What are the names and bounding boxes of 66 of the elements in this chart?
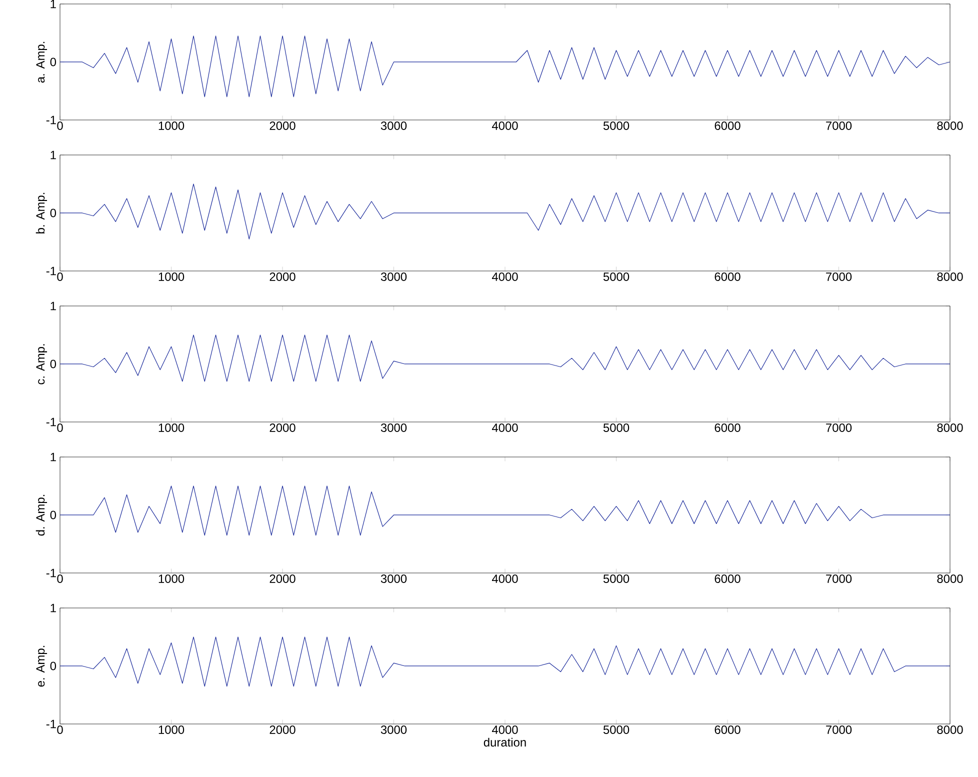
y-tick-label: 0: [50, 208, 56, 218]
x-tick-label: 7000: [826, 122, 852, 130]
y-tick-label: 1: [50, 452, 56, 462]
y-axis-title: c. Amp.: [36, 344, 48, 384]
y-tick-label: -1: [46, 116, 56, 124]
y-axis-title: a. Amp.: [36, 42, 48, 83]
y-tick-label: -1: [46, 568, 56, 578]
x-tick-label: 2000: [270, 574, 296, 583]
x-tick-label: 7000: [826, 272, 852, 281]
x-tick-label: 5000: [603, 726, 630, 734]
x-tick-label: 2000: [270, 122, 296, 130]
x-tick-label: 6000: [714, 574, 740, 583]
x-tick-label: 6000: [714, 122, 740, 130]
y-tick-label: 1: [50, 0, 56, 8]
x-tick-label: 4000: [492, 424, 518, 432]
x-tick-label: 1000: [158, 424, 184, 432]
x-tick-label: 6000: [714, 272, 740, 281]
x-tick-label: 8000: [937, 574, 963, 583]
x-tick-label: 2000: [270, 272, 296, 281]
x-tick-label: 0: [57, 272, 63, 281]
x-tick-label: 1000: [158, 122, 184, 130]
x-tick-label: 5000: [603, 424, 630, 432]
x-tick-label: 3000: [380, 424, 407, 432]
x-tick-label: 1000: [158, 726, 184, 734]
x-tick-label: 5000: [603, 574, 630, 583]
x-tick-label: 8000: [937, 726, 963, 734]
x-tick-label: 2000: [270, 424, 296, 432]
y-tick-label: 1: [50, 302, 56, 310]
x-tick-label: 4000: [492, 122, 518, 130]
x-tick-label: 8000: [937, 122, 963, 130]
y-tick-label: 0: [50, 510, 56, 520]
x-tick-label: 1000: [158, 574, 184, 583]
y-axis-title: d. Amp.: [36, 494, 48, 536]
y-tick-label: -1: [46, 266, 56, 276]
x-tick-label: 0: [57, 424, 63, 432]
y-axis-title: e. Amp.: [36, 646, 48, 687]
x-tick-label: 4000: [492, 574, 518, 583]
y-tick-label: 0: [50, 360, 56, 368]
y-tick-label: 1: [50, 150, 56, 160]
x-tick-label: 7000: [826, 726, 852, 734]
x-tick-label: 7000: [826, 424, 852, 432]
y-tick-label: -1: [46, 418, 56, 426]
x-tick-label: 3000: [380, 574, 407, 583]
x-tick-label: 7000: [826, 574, 852, 583]
x-tick-label: 6000: [714, 726, 740, 734]
x-tick-label: 5000: [603, 272, 630, 281]
x-tick-label: 0: [57, 574, 63, 583]
y-tick-label: -1: [46, 720, 56, 728]
x-tick-label: 0: [57, 122, 63, 130]
y-tick-label: 1: [50, 604, 56, 612]
x-axis-title: duration: [484, 738, 526, 747]
x-tick-label: 2000: [270, 726, 296, 734]
x-tick-label: 5000: [603, 122, 630, 130]
y-axis-title: b. Amp.: [36, 192, 48, 234]
x-tick-label: 1000: [158, 272, 184, 281]
x-tick-label: 8000: [937, 272, 963, 281]
x-tick-label: 3000: [380, 122, 407, 130]
x-tick-label: 4000: [492, 272, 518, 281]
x-tick-label: 8000: [937, 424, 963, 432]
y-tick-label: 0: [50, 662, 56, 670]
y-tick-label: 0: [50, 58, 56, 66]
x-tick-label: 3000: [380, 272, 407, 281]
x-tick-label: 0: [57, 726, 63, 734]
x-tick-label: 4000: [492, 726, 518, 734]
x-tick-label: 3000: [380, 726, 407, 734]
x-tick-label: 6000: [714, 424, 740, 432]
